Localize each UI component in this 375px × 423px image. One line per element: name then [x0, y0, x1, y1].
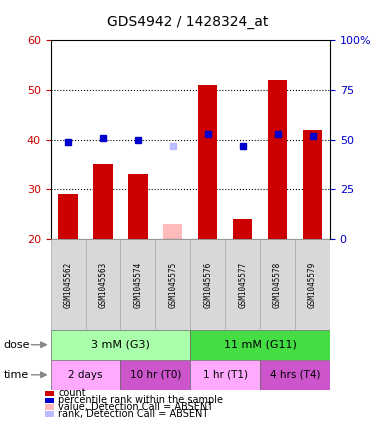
Text: 10 hr (T0): 10 hr (T0) — [130, 370, 181, 380]
Text: GSM1045563: GSM1045563 — [99, 261, 108, 308]
Bar — [190, 330, 330, 360]
Text: GSM1045576: GSM1045576 — [203, 261, 212, 308]
Text: GSM1045574: GSM1045574 — [134, 261, 142, 308]
Bar — [120, 239, 155, 330]
Text: 1 hr (T1): 1 hr (T1) — [203, 370, 248, 380]
Bar — [51, 330, 190, 360]
Bar — [225, 239, 260, 330]
Bar — [128, 174, 147, 239]
Bar — [190, 360, 260, 390]
Bar — [51, 360, 120, 390]
Bar — [303, 130, 322, 239]
Bar — [190, 239, 225, 330]
Text: rank, Detection Call = ABSENT: rank, Detection Call = ABSENT — [58, 409, 208, 419]
Bar — [268, 80, 287, 239]
Bar — [260, 360, 330, 390]
Bar — [198, 85, 217, 239]
Bar — [163, 224, 183, 239]
Text: 11 mM (G11): 11 mM (G11) — [224, 340, 297, 350]
Bar — [120, 360, 190, 390]
Text: 3 mM (G3): 3 mM (G3) — [91, 340, 150, 350]
Text: 2 days: 2 days — [68, 370, 103, 380]
Text: dose: dose — [4, 340, 30, 350]
Text: time: time — [4, 370, 29, 380]
Text: GSM1045578: GSM1045578 — [273, 261, 282, 308]
Text: GSM1045575: GSM1045575 — [168, 261, 177, 308]
Text: GSM1045579: GSM1045579 — [308, 261, 317, 308]
Text: GDS4942 / 1428324_at: GDS4942 / 1428324_at — [107, 15, 268, 29]
Bar — [233, 219, 252, 239]
Bar — [51, 239, 86, 330]
Text: GSM1045577: GSM1045577 — [238, 261, 247, 308]
Bar — [155, 239, 190, 330]
Text: value, Detection Call = ABSENT: value, Detection Call = ABSENT — [58, 402, 213, 412]
Bar — [93, 165, 112, 239]
Bar — [58, 194, 78, 239]
Bar — [295, 239, 330, 330]
Text: GSM1045562: GSM1045562 — [64, 261, 73, 308]
Text: 4 hrs (T4): 4 hrs (T4) — [270, 370, 320, 380]
Text: count: count — [58, 388, 86, 398]
Text: percentile rank within the sample: percentile rank within the sample — [58, 395, 223, 405]
Bar — [260, 239, 295, 330]
Bar — [86, 239, 120, 330]
